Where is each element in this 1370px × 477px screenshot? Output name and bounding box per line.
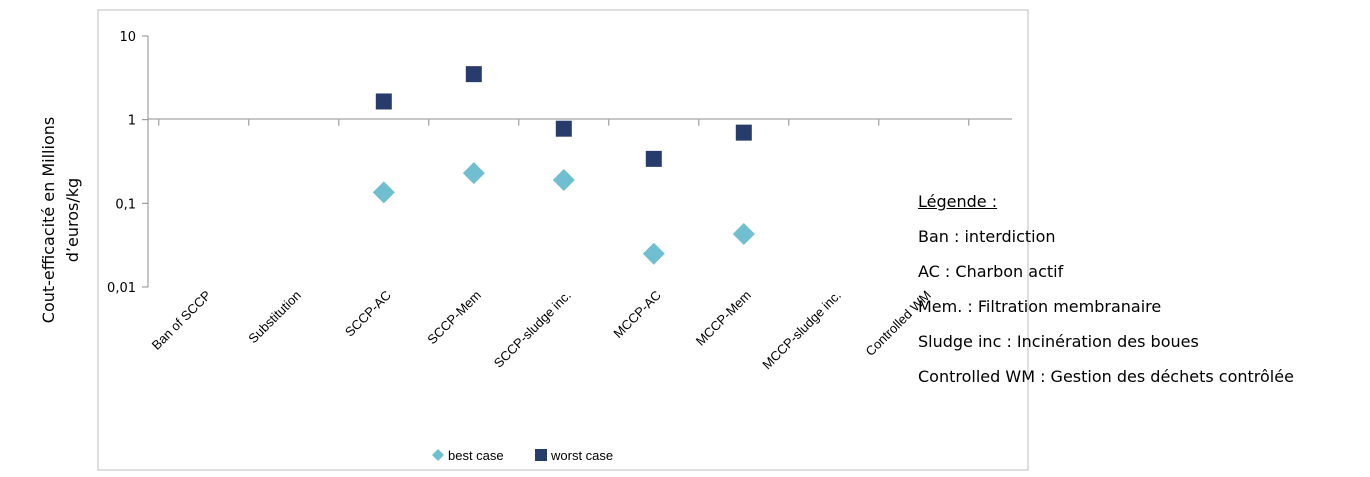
- y-tick-label: 0,01: [107, 281, 136, 296]
- best-case-point: [372, 181, 395, 204]
- worst-case-point: [735, 124, 752, 141]
- best-case-point: [552, 169, 575, 192]
- legend-marker-worst-case: [535, 449, 547, 461]
- worst-case-point: [555, 120, 572, 137]
- y-axis-label: Cout-efficacité en Millions d’euros/kg: [39, 116, 82, 324]
- legend-note-item: AC : Charbon actif: [918, 262, 1064, 281]
- worst-case-point: [375, 93, 392, 110]
- legend-label: worst case: [550, 448, 613, 463]
- plot-area-frame: [97, 9, 1029, 471]
- y-tick-label: 10: [119, 30, 136, 45]
- legend-note: Légende : Ban : interdiction AC : Charbo…: [918, 184, 1360, 389]
- y-tick-label: 1: [128, 114, 136, 129]
- legend-note-item: Mem. : Filtration membranaire: [918, 297, 1162, 316]
- best-case-point: [732, 222, 755, 245]
- legend-label: best case: [448, 448, 504, 463]
- legend-note-title: Légende :: [918, 192, 998, 211]
- y-tick-label: 0,1: [115, 197, 136, 212]
- best-case-point: [642, 242, 665, 265]
- legend-note-item: Ban : interdiction: [918, 227, 1056, 246]
- legend-marker-best-case: [432, 449, 444, 461]
- y-axis-label-box: Cout-efficacité en Millions d’euros/kg: [30, 100, 92, 340]
- legend-note-item: Controlled WM : Gestion des déchets cont…: [918, 367, 1294, 386]
- legend-note-item: Sludge inc : Incinération des boues: [918, 332, 1199, 351]
- worst-case-point: [645, 150, 662, 167]
- best-case-point: [462, 162, 485, 185]
- worst-case-point: [465, 66, 482, 83]
